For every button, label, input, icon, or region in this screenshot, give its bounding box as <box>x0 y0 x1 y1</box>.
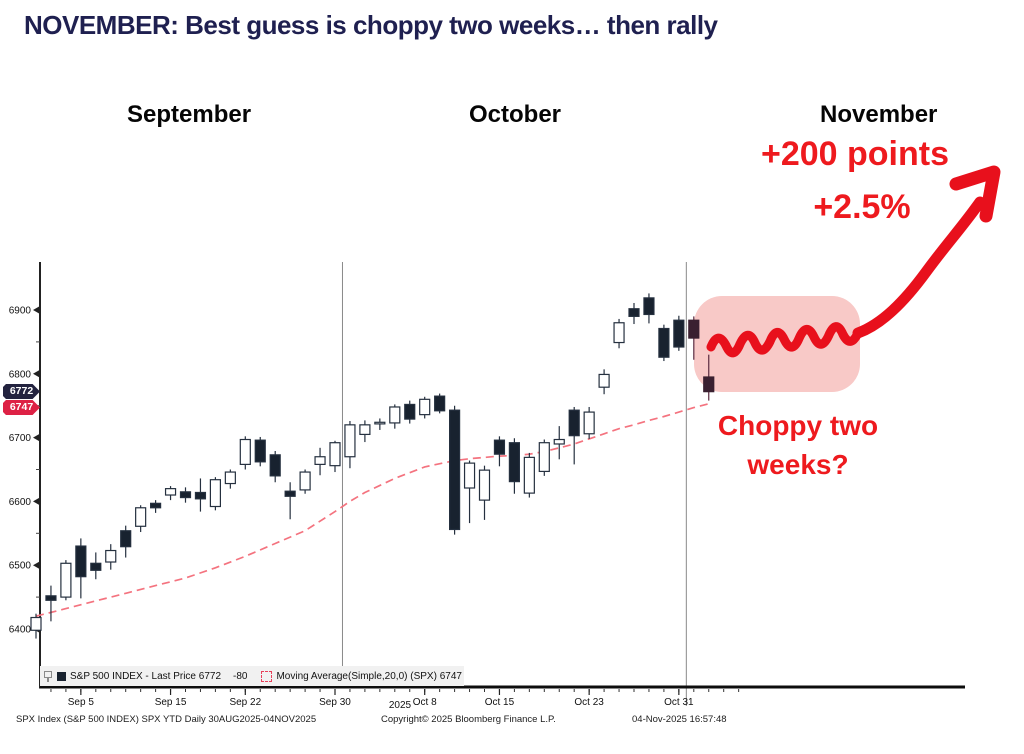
month-label-november: November <box>820 101 938 128</box>
chart-legend: S&P 500 INDEX - Last Price 6772 -80 Movi… <box>40 666 464 686</box>
annotation-choppy-two-weeks: Choppy two weeks? <box>688 406 908 484</box>
spx-change-value: -80 <box>233 670 248 682</box>
x-tick-label: Sep 22 <box>229 697 261 708</box>
candle-body <box>179 491 192 499</box>
candle-body <box>344 424 356 458</box>
y-tick-marker <box>33 561 40 570</box>
y-tick-marker <box>33 306 40 314</box>
candle-body <box>75 545 87 578</box>
y-tick-marker <box>33 625 40 633</box>
candle-body <box>359 424 371 436</box>
y-tick-marker <box>33 369 40 378</box>
x-axis-year-label: 2025 <box>388 700 412 711</box>
ma-series-label: Moving Average(Simple,20,0) (SPX) 6747 <box>276 670 462 682</box>
page-title: NOVEMBER: Best guess is choppy two weeks… <box>24 10 718 40</box>
annotation-plus-200-points: +200 points <box>760 135 949 173</box>
footer-copyright: Copyright© 2025 Bloomberg Finance L.P. <box>381 714 556 725</box>
candle-body <box>164 488 177 496</box>
x-tick-label: Oct 31 <box>664 697 694 708</box>
candle-body <box>284 490 296 497</box>
candle-body <box>419 398 431 416</box>
candle-body <box>389 406 401 424</box>
candle-body <box>523 456 535 494</box>
month-label-october: October <box>469 101 562 128</box>
candle-body <box>434 395 446 412</box>
y-tick-label: 6600 <box>9 497 32 508</box>
candle-body <box>508 442 520 483</box>
candle-body <box>45 595 57 601</box>
candle-body <box>478 469 491 501</box>
pushpin-icon[interactable] <box>44 670 52 682</box>
candle-body <box>374 421 386 425</box>
footer-timestamp: 04-Nov-2025 16:57:48 <box>632 714 727 725</box>
candle-body <box>449 409 461 531</box>
annotation-choppy-line2: weeks? <box>747 449 849 480</box>
candle-body <box>254 439 266 463</box>
candle-body <box>269 454 281 477</box>
candle-body <box>194 491 207 500</box>
x-tick-label: Sep 5 <box>68 697 95 708</box>
annotation-choppy-line1: Choppy two <box>717 410 879 441</box>
candle-body <box>463 462 476 489</box>
footer-security-description: SPX Index (S&P 500 INDEX) SPX YTD Daily … <box>16 714 317 725</box>
y-tick-label: 6400 <box>9 625 32 636</box>
ma-price-badge: 6747 <box>3 400 40 415</box>
candle-body <box>150 502 162 509</box>
candle-body <box>105 549 117 563</box>
y-tick-marker <box>33 433 40 442</box>
candle-body <box>568 409 580 437</box>
candle-body <box>30 616 42 631</box>
x-tick-label: Sep 30 <box>319 697 351 708</box>
candle-body <box>673 319 685 348</box>
candle-body <box>60 562 72 598</box>
candle-body <box>90 562 102 571</box>
candle-body <box>135 507 147 527</box>
candle-body <box>598 373 610 388</box>
candle-body <box>120 530 132 548</box>
last-price-badge: 6772 <box>3 384 40 399</box>
spx-series-label: S&P 500 INDEX - Last Price 6772 <box>70 670 222 682</box>
x-tick-label: Sep 15 <box>155 697 187 708</box>
spx-series-swatch-icon <box>57 671 66 681</box>
candle-body <box>299 471 311 491</box>
choppy-highlight-box <box>694 296 860 392</box>
candle-body <box>643 297 655 316</box>
ma-series-swatch-icon <box>261 670 273 682</box>
candle-body <box>224 471 236 485</box>
x-tick-label: Oct 23 <box>574 697 604 708</box>
candle-body <box>538 442 550 473</box>
candle-body <box>628 308 640 317</box>
candle-body <box>553 438 565 445</box>
candle-body <box>329 442 341 467</box>
candle-body <box>493 439 506 455</box>
candle-body <box>404 403 416 420</box>
y-tick-label: 6700 <box>9 433 32 444</box>
x-tick-label: Oct 15 <box>485 697 515 708</box>
candle-body <box>613 322 625 344</box>
y-tick-label: 6800 <box>9 369 32 380</box>
annotation-plus-2-5-pct: +2.5% <box>813 188 911 226</box>
y-tick-marker <box>33 497 40 506</box>
candle-body <box>209 479 221 508</box>
moving-average-line <box>35 402 710 618</box>
candle-body <box>658 327 670 358</box>
y-tick-label: 6500 <box>9 561 32 572</box>
candle-body <box>239 438 251 465</box>
y-tick-label: 6900 <box>9 306 32 317</box>
candle-body <box>583 411 595 435</box>
month-label-september: September <box>127 101 252 128</box>
candle-body <box>314 456 326 465</box>
